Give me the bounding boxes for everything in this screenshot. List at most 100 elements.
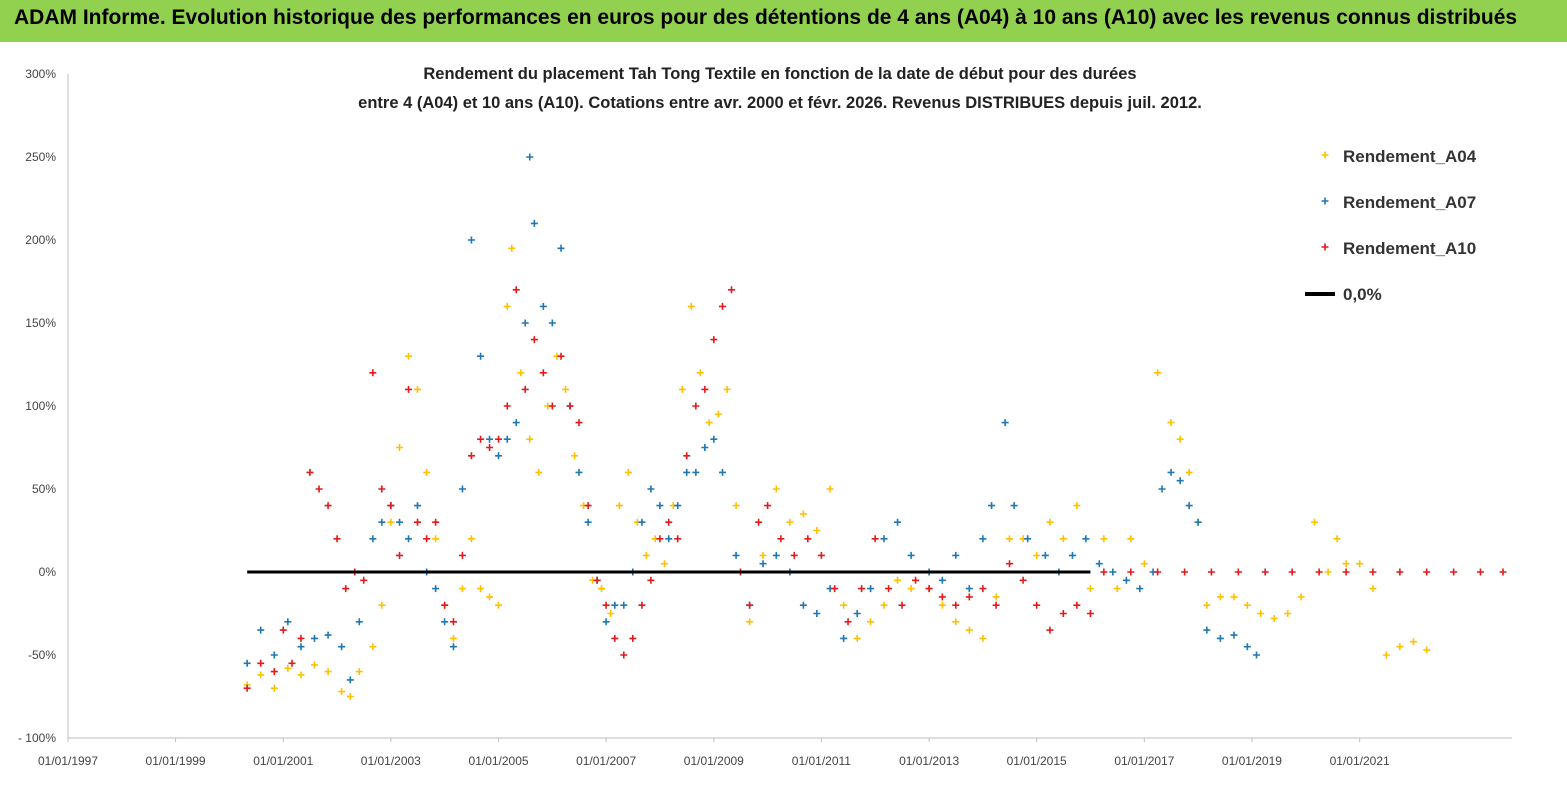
data-point [1006, 560, 1014, 568]
data-point [405, 535, 413, 543]
data-point [512, 419, 520, 427]
data-point [826, 485, 834, 493]
data-point [557, 244, 565, 252]
data-point [1158, 485, 1166, 493]
data-point [539, 302, 547, 310]
data-point [477, 435, 485, 443]
data-point [952, 601, 960, 609]
data-point [1154, 369, 1162, 377]
data-point [571, 452, 579, 460]
data-point [746, 601, 754, 609]
data-point [584, 502, 592, 510]
data-point [539, 369, 547, 377]
data-point [598, 585, 606, 593]
legend-swatch-marker [1321, 197, 1329, 205]
data-point [1181, 568, 1189, 576]
data-point [1342, 560, 1350, 568]
data-point [1095, 560, 1103, 568]
data-point [378, 601, 386, 609]
chart-area: 300% 250% 200% 150% 100% 50% 0% -50% - 100% 01/0… [0, 42, 1567, 790]
data-point [530, 336, 538, 344]
data-point [449, 634, 457, 642]
data-point [270, 684, 278, 692]
data-point [867, 585, 875, 593]
data-point [1356, 560, 1364, 568]
data-point [1001, 419, 1009, 427]
data-point [306, 468, 314, 476]
y-tick-label: 0% [39, 565, 57, 579]
data-point [1342, 568, 1350, 576]
data-point [925, 585, 933, 593]
data-point [647, 485, 655, 493]
data-point [638, 601, 646, 609]
data-point [1059, 535, 1067, 543]
data-point [992, 593, 1000, 601]
data-point [297, 671, 305, 679]
x-tick-label: 01/01/2011 [792, 754, 851, 768]
legend-entry-label: 0,0% [1343, 285, 1382, 304]
data-point [530, 219, 538, 227]
data-point [1476, 568, 1484, 576]
data-point [642, 551, 650, 559]
data-point [284, 618, 292, 626]
data-point [660, 560, 668, 568]
data-point [512, 286, 520, 294]
data-point [297, 634, 305, 642]
data-point [584, 518, 592, 526]
data-point [611, 634, 619, 642]
data-point [1297, 593, 1305, 601]
data-point [243, 684, 251, 692]
data-point [270, 651, 278, 659]
data-point [710, 435, 718, 443]
data-point [620, 651, 628, 659]
data-point [311, 634, 319, 642]
data-point [678, 385, 686, 393]
x-tick-label: 01/01/2003 [361, 754, 421, 768]
data-point [575, 468, 583, 476]
data-point [772, 551, 780, 559]
data-point [831, 585, 839, 593]
data-point [1311, 518, 1319, 526]
data-point [759, 551, 767, 559]
data-point [405, 385, 413, 393]
data-point [719, 468, 727, 476]
data-point [257, 659, 265, 667]
data-point [548, 402, 556, 410]
data-point [1140, 560, 1148, 568]
data-point [1230, 593, 1238, 601]
data-point [799, 510, 807, 518]
data-point [279, 626, 287, 634]
data-point [355, 668, 363, 676]
data-point [441, 601, 449, 609]
data-point [503, 402, 511, 410]
data-point [1243, 643, 1251, 651]
x-tick-label: 01/01/2013 [899, 754, 959, 768]
x-tick-label: 01/01/2015 [1007, 754, 1067, 768]
data-point [557, 352, 565, 360]
data-point [441, 618, 449, 626]
title-backdrop [325, 56, 1235, 120]
data-point [1024, 535, 1032, 543]
data-point [867, 618, 875, 626]
data-point [728, 286, 736, 294]
data-point [432, 585, 440, 593]
data-point [1203, 626, 1211, 634]
data-point [746, 618, 754, 626]
data-point [521, 385, 529, 393]
data-point [1216, 593, 1224, 601]
data-point [938, 576, 946, 584]
data-point [467, 236, 475, 244]
data-point [907, 551, 915, 559]
data-point [1167, 468, 1175, 476]
data-point [620, 601, 628, 609]
data-point [701, 444, 709, 451]
data-point [705, 419, 713, 427]
data-point [566, 402, 574, 410]
data-point [687, 302, 695, 310]
data-point [772, 485, 780, 493]
data-point [526, 153, 534, 161]
legend-entry-label: Rendement_A04 [1343, 147, 1477, 166]
data-point [535, 468, 543, 476]
data-point [1257, 610, 1265, 617]
data-point [858, 585, 866, 593]
